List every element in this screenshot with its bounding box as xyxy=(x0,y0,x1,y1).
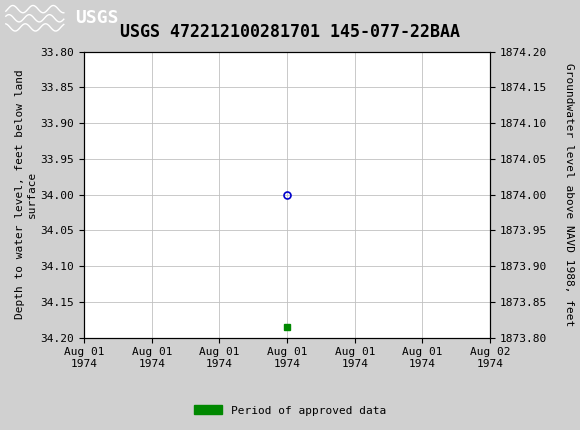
Text: USGS: USGS xyxy=(75,9,119,27)
Y-axis label: Depth to water level, feet below land
surface: Depth to water level, feet below land su… xyxy=(15,70,37,319)
Text: USGS 472212100281701 145-077-22BAA: USGS 472212100281701 145-077-22BAA xyxy=(120,23,460,41)
Y-axis label: Groundwater level above NAVD 1988, feet: Groundwater level above NAVD 1988, feet xyxy=(564,63,574,326)
Legend: Period of approved data: Period of approved data xyxy=(190,401,390,420)
